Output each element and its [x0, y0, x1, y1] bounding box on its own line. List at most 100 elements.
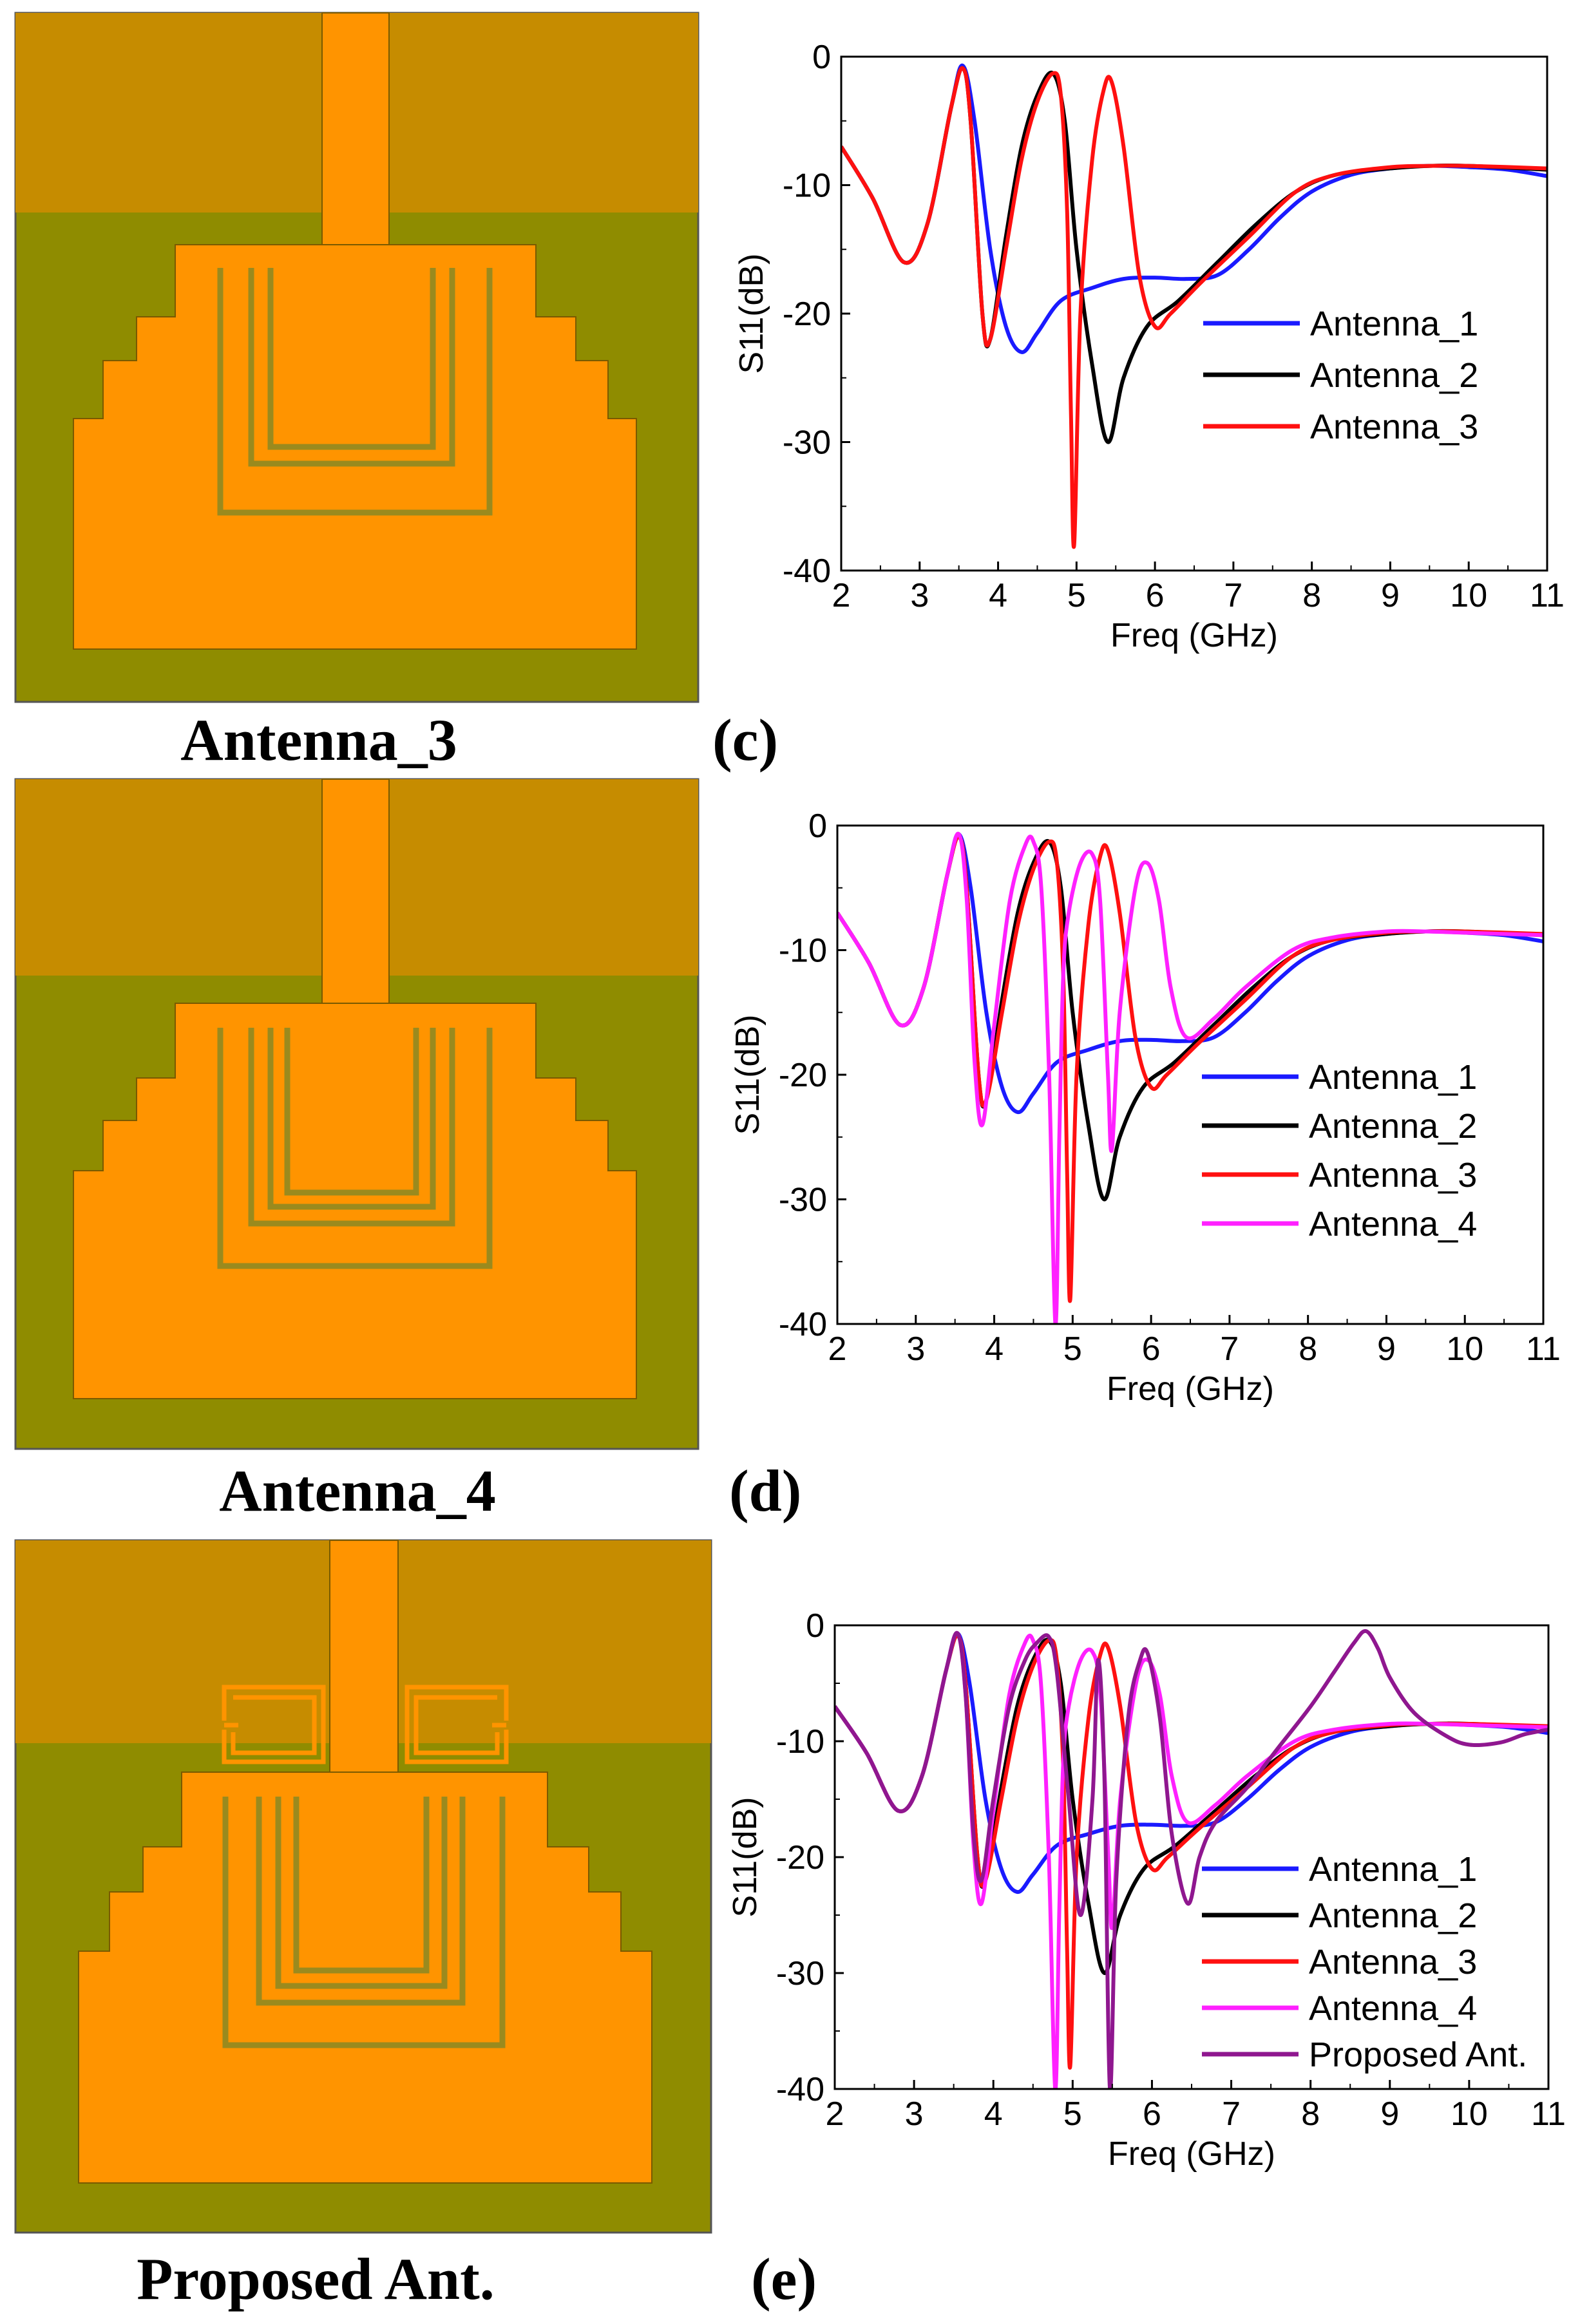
- x-tick-label: 7: [1222, 2095, 1241, 2133]
- antenna-caption: Antenna_3: [180, 707, 457, 773]
- radiating-patch: [78, 1771, 652, 2184]
- s11-chart-c: 2 3 4 5 6 7 8 9 10 11 0 -10 -20 -30 -40 Freq (GHz) S11(d…: [733, 39, 1565, 654]
- x-tick-label: 6: [1143, 2095, 1161, 2133]
- u-slot-outer: [222, 1797, 506, 2048]
- legend-label: Antenna_1: [1310, 305, 1478, 343]
- left-ring-outer: [222, 1685, 326, 1764]
- x-tick-label: 9: [1377, 1330, 1396, 1368]
- panel-label: (c): [712, 707, 778, 773]
- y-axis-label: S11(dB): [727, 1797, 764, 1918]
- y-tick-label: -20: [783, 296, 831, 333]
- y-tick-label: -30: [779, 1182, 827, 1219]
- x-tick-label: 8: [1302, 577, 1321, 614]
- x-tick-label: 2: [826, 2095, 844, 2133]
- legend-label: Antenna_1: [1309, 1058, 1477, 1097]
- u-slot-group: [217, 268, 493, 516]
- legend-label: Antenna_2: [1309, 1896, 1477, 1935]
- x-tick-label: 6: [1142, 1330, 1161, 1368]
- legend-label: Antenna_4: [1309, 1205, 1477, 1243]
- u-slot-group: [222, 1797, 506, 2048]
- x-tick-label: 4: [989, 577, 1007, 614]
- left-split-ring-resonator: [222, 1685, 326, 1764]
- proposed-antenna-layout: [14, 1539, 712, 2234]
- legend-label: Proposed Ant.: [1309, 2036, 1527, 2074]
- legend-label: Antenna_4: [1309, 1989, 1477, 2028]
- y-axis-label: S11(dB): [729, 1015, 766, 1135]
- series-lines: [841, 63, 1547, 549]
- y-tick-label: 0: [812, 39, 831, 76]
- x-tick-label: 4: [985, 1330, 1004, 1368]
- x-tick-label: 6: [1146, 577, 1165, 614]
- y-axis-label: S11(dB): [733, 254, 770, 374]
- feed-line: [329, 1540, 399, 1774]
- legend: Antenna_1 Antenna_2 Antenna_3: [1203, 305, 1478, 446]
- antenna-caption: Proposed Ant.: [137, 2246, 495, 2312]
- u-slot-third: [267, 1028, 436, 1210]
- right-ring-inner: [414, 1695, 500, 1755]
- legend-label: Antenna_2: [1309, 1107, 1477, 1146]
- y-tick-label: 0: [806, 1607, 824, 1645]
- x-tick-label: 8: [1301, 2095, 1320, 2133]
- x-tick-label: 9: [1381, 577, 1400, 614]
- x-tick-label: 11: [1530, 577, 1565, 614]
- y-tick-label: -20: [779, 1057, 827, 1094]
- right-split-ring-resonator: [405, 1685, 509, 1764]
- antenna-3-layout: [14, 12, 700, 703]
- u-slot-second: [256, 1797, 466, 2006]
- s11-chart-e: 2 3 4 5 6 7 8 9 10 11 0 -10 -20 -30 -40 Freq (GHz) S11(d…: [727, 1607, 1566, 2173]
- x-tick-label: 3: [910, 577, 929, 614]
- legend-label: Antenna_1: [1309, 1850, 1477, 1889]
- antenna-4-layout: [14, 778, 700, 1450]
- y-tick-label: -10: [776, 1723, 824, 1761]
- x-tick-label: 2: [832, 577, 851, 614]
- y-tick-label: -40: [779, 1306, 827, 1343]
- x-axis-label: Freq (GHz): [1108, 2135, 1275, 2173]
- x-axis-label: Freq (GHz): [1107, 1370, 1274, 1408]
- u-slot-third: [275, 1797, 448, 1989]
- x-axis-label: Freq (GHz): [1110, 617, 1278, 654]
- u-slot-inner: [267, 268, 436, 450]
- x-tick-label: 7: [1220, 1330, 1239, 1368]
- x-tick-label: 2: [828, 1330, 847, 1368]
- u-slot-second: [248, 1028, 455, 1227]
- x-tick-label: 5: [1063, 1330, 1082, 1368]
- u-slot-outer: [217, 268, 493, 516]
- x-tick-label: 8: [1299, 1330, 1317, 1368]
- legend: Antenna_1 Antenna_2 Antenna_3 Antenna_4: [1202, 1058, 1477, 1243]
- y-tick-label: -30: [783, 424, 831, 462]
- x-tick-label: 7: [1224, 577, 1242, 614]
- legend-label: Antenna_3: [1309, 1943, 1477, 1981]
- series-line-antenna-4: [837, 831, 1543, 1324]
- panel-label: (d): [729, 1458, 801, 1524]
- u-slot-middle: [248, 268, 455, 467]
- y-tick-label: -10: [779, 932, 827, 970]
- u-slot-outer: [217, 1028, 493, 1269]
- panel-label: (e): [751, 2246, 817, 2312]
- radiating-patch: [73, 1003, 637, 1399]
- x-tick-label: 11: [1531, 2095, 1566, 2133]
- left-ring-inner: [231, 1695, 317, 1755]
- x-tick-label: 11: [1526, 1330, 1561, 1368]
- feed-line: [321, 779, 390, 1005]
- y-tick-label: 0: [808, 808, 827, 845]
- x-tick-label: 10: [1451, 2095, 1488, 2133]
- y-tick-label: -30: [776, 1955, 824, 1992]
- feed-line: [321, 12, 390, 245]
- u-slot-inner: [293, 1797, 430, 1974]
- x-tick-label: 10: [1450, 577, 1487, 614]
- x-tick-label: 4: [984, 2095, 1003, 2133]
- legend: Antenna_1 Antenna_2 Antenna_3 Antenna_4 Prop…: [1202, 1850, 1527, 2074]
- x-tick-label: 5: [1067, 577, 1086, 614]
- x-tick-label: 9: [1380, 2095, 1399, 2133]
- right-ring-outer: [405, 1685, 509, 1764]
- legend-label: Antenna_3: [1310, 408, 1478, 446]
- series-line-proposed-ant: [835, 1629, 1548, 2089]
- u-slot-inner: [284, 1028, 419, 1196]
- y-tick-label: -40: [776, 2071, 824, 2108]
- legend-label: Antenna_2: [1310, 356, 1478, 395]
- x-tick-label: 3: [905, 2095, 924, 2133]
- y-tick-label: -20: [776, 1839, 824, 1876]
- series-lines: [835, 1629, 1548, 2089]
- x-tick-label: 10: [1446, 1330, 1483, 1368]
